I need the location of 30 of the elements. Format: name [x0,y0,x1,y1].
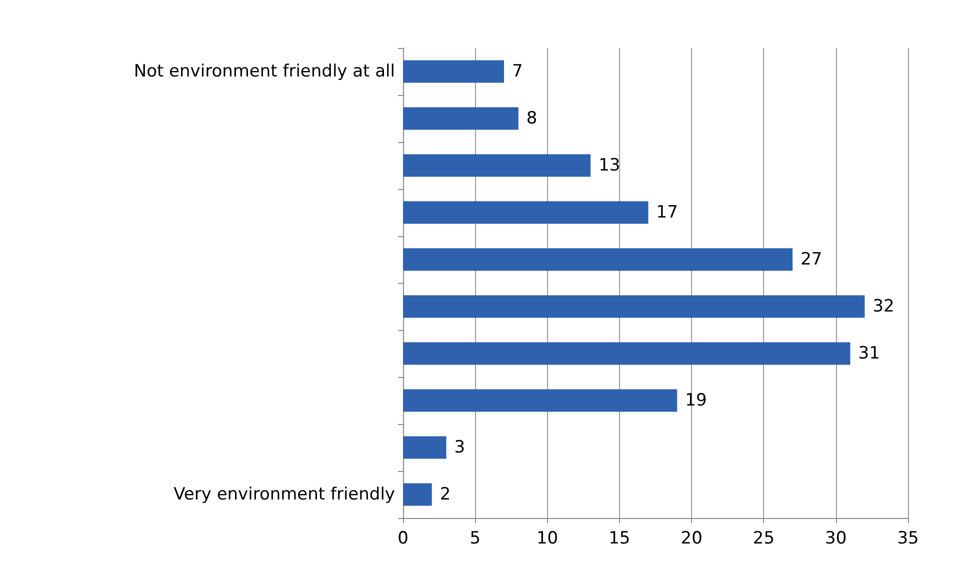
y-tick-label: Not environment friendly at all [134,62,395,82]
bar [403,154,591,177]
bar [403,342,850,365]
bar [403,107,518,130]
bar [403,248,793,271]
x-tick-label: 20 [680,528,702,548]
bar [403,436,446,459]
x-tick-label: 35 [897,528,919,548]
x-tick-label: 25 [752,528,775,548]
bar [403,389,678,412]
x-tick-label: 30 [825,528,847,548]
data-label: 3 [454,438,466,458]
bar [403,295,865,318]
bar [403,60,504,83]
y-tick-label: Very environment friendly [174,484,395,504]
x-tick-label: 5 [470,528,481,548]
data-label: 31 [858,344,880,364]
data-label: 2 [440,484,451,504]
x-tick-label: 15 [608,528,630,548]
data-label: 19 [685,390,707,410]
x-tick-label: 0 [398,528,408,548]
bar [403,201,648,224]
x-tick-label: 10 [536,528,558,548]
data-label: 7 [512,62,523,82]
data-label: 17 [656,202,678,222]
data-label: 32 [872,296,894,316]
bar [403,483,432,506]
data-label: 8 [526,108,538,128]
data-label: 13 [598,156,620,176]
data-label: 27 [800,250,822,270]
